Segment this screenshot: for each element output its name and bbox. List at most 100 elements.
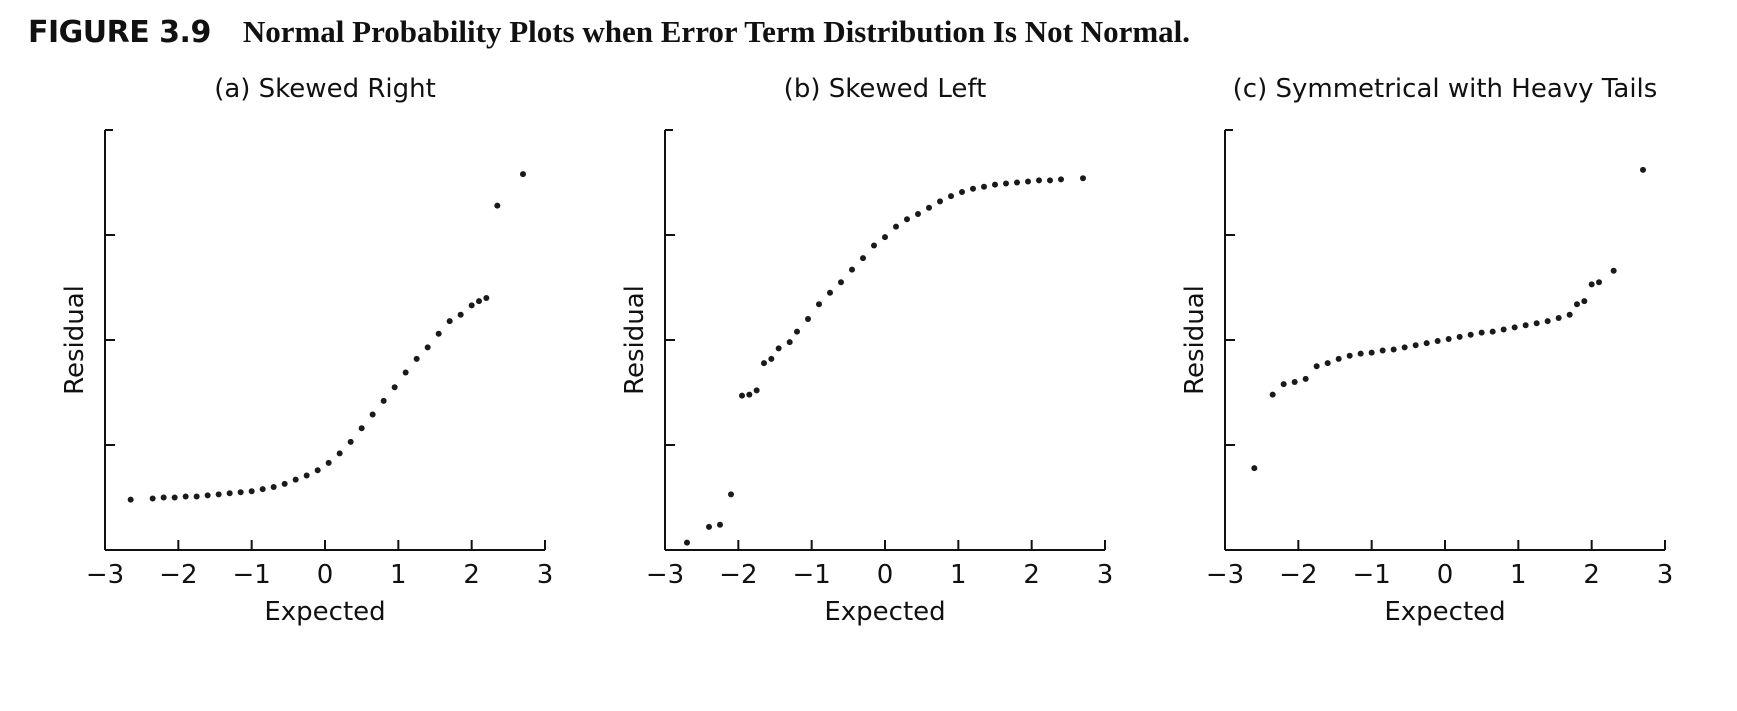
x-tick-label-2: −2 <box>1279 560 1317 590</box>
data-point <box>149 495 156 502</box>
data-point <box>1445 335 1452 342</box>
data-point <box>347 438 354 445</box>
data-point <box>1596 279 1602 286</box>
data-point <box>786 339 793 346</box>
x-tick-label-1: −1 <box>1353 560 1391 590</box>
data-point <box>1588 281 1595 288</box>
panel-title: (b) Skewed Left <box>784 74 987 104</box>
data-point <box>1511 324 1518 331</box>
data-point <box>402 369 409 376</box>
data-point <box>1003 180 1009 187</box>
data-point <box>1434 338 1441 345</box>
data-point <box>1080 175 1086 182</box>
data-point <box>739 392 745 399</box>
data-point <box>882 234 888 241</box>
data-point <box>1346 352 1353 359</box>
data-point <box>1357 350 1364 357</box>
figure-label: FIGURE 3.9 <box>28 15 211 50</box>
data-point <box>248 488 255 495</box>
figure-header: FIGURE 3.9 Normal Probability Plots when… <box>28 14 1190 50</box>
x-tick-label-1: −1 <box>793 560 831 590</box>
data-point <box>325 459 332 466</box>
data-point <box>860 255 866 262</box>
x-tick-label-1: −1 <box>233 560 271 590</box>
data-point <box>1251 465 1258 472</box>
data-point <box>684 539 690 546</box>
data-point <box>849 266 855 273</box>
panel-c: (c) Symmetrical with Heavy Tails −3 −2 −1 0 1… <box>1160 70 1730 710</box>
data-point <box>1544 318 1551 325</box>
data-point <box>215 491 222 498</box>
y-axis-label: Residual <box>620 285 650 395</box>
x-tick-label-3: 3 <box>537 560 554 590</box>
data-point <box>1025 178 1031 185</box>
data-point <box>1533 320 1540 327</box>
data-point <box>937 198 943 205</box>
data-point <box>1478 329 1485 336</box>
x-tick-label-3: 3 <box>1657 560 1674 590</box>
data-point <box>926 204 932 211</box>
data-point <box>226 490 233 497</box>
x-tick-label-2: −2 <box>719 560 757 590</box>
data-point <box>1581 298 1588 305</box>
data-point <box>171 494 178 501</box>
data-point <box>259 486 266 493</box>
x-tick-label-3: −3 <box>646 560 684 590</box>
data-point <box>391 384 398 391</box>
panel-b: (b) Skewed Left −3 −2 −1 0 1 2 3 Expected Residua… <box>600 70 1170 710</box>
data-points <box>127 171 526 503</box>
data-point <box>992 181 998 188</box>
data-point <box>160 494 167 501</box>
data-point <box>761 360 767 367</box>
x-tick-label-2: 2 <box>1583 560 1600 590</box>
data-point <box>1047 177 1053 184</box>
x-tick-label-3: 3 <box>1097 560 1114 590</box>
x-tick-label-0: 0 <box>1437 560 1454 590</box>
y-axis-label: Residual <box>1180 285 1210 395</box>
data-point <box>1036 177 1042 184</box>
data-point <box>871 242 877 249</box>
data-point <box>424 344 431 351</box>
data-point <box>182 493 189 500</box>
data-point <box>1058 176 1064 183</box>
data-point <box>435 330 442 337</box>
data-point <box>1280 381 1287 388</box>
data-point <box>1489 328 1496 335</box>
data-point <box>816 301 822 308</box>
data-point <box>457 311 464 318</box>
data-point <box>1324 360 1331 367</box>
data-points <box>1251 166 1646 472</box>
data-point <box>314 467 321 474</box>
data-point <box>728 491 734 498</box>
data-point <box>494 202 501 209</box>
data-point <box>358 425 365 432</box>
panel-a: (a) Skewed Right −3 −2 −1 0 1 2 3 Expected Residu… <box>40 70 610 710</box>
data-point <box>717 521 723 528</box>
data-point <box>981 183 987 190</box>
x-tick-label-0: 0 <box>317 560 334 590</box>
data-point <box>193 493 200 500</box>
x-axis-label: Expected <box>1384 597 1505 627</box>
data-point <box>838 279 844 286</box>
chart-heavy-tails: (c) Symmetrical with Heavy Tails −3 −2 −1 0 1… <box>1180 74 1674 627</box>
data-point <box>1610 267 1617 274</box>
data-point <box>1566 311 1573 318</box>
data-point <box>915 211 921 217</box>
data-point <box>1291 379 1298 385</box>
x-tick-label-3: −3 <box>1206 560 1244 590</box>
data-point <box>1379 347 1386 354</box>
data-point <box>1313 363 1320 370</box>
data-point <box>1368 349 1375 356</box>
data-point <box>303 472 310 479</box>
x-tick-label-0: 0 <box>877 560 894 590</box>
x-axis-label: Expected <box>824 597 945 627</box>
data-point <box>706 523 712 530</box>
data-point <box>336 450 343 457</box>
data-point <box>794 328 800 335</box>
data-point <box>904 216 910 223</box>
data-point <box>1302 375 1309 382</box>
data-point <box>520 171 526 178</box>
data-point <box>127 496 134 503</box>
data-point <box>753 387 760 394</box>
data-point <box>1522 322 1529 329</box>
